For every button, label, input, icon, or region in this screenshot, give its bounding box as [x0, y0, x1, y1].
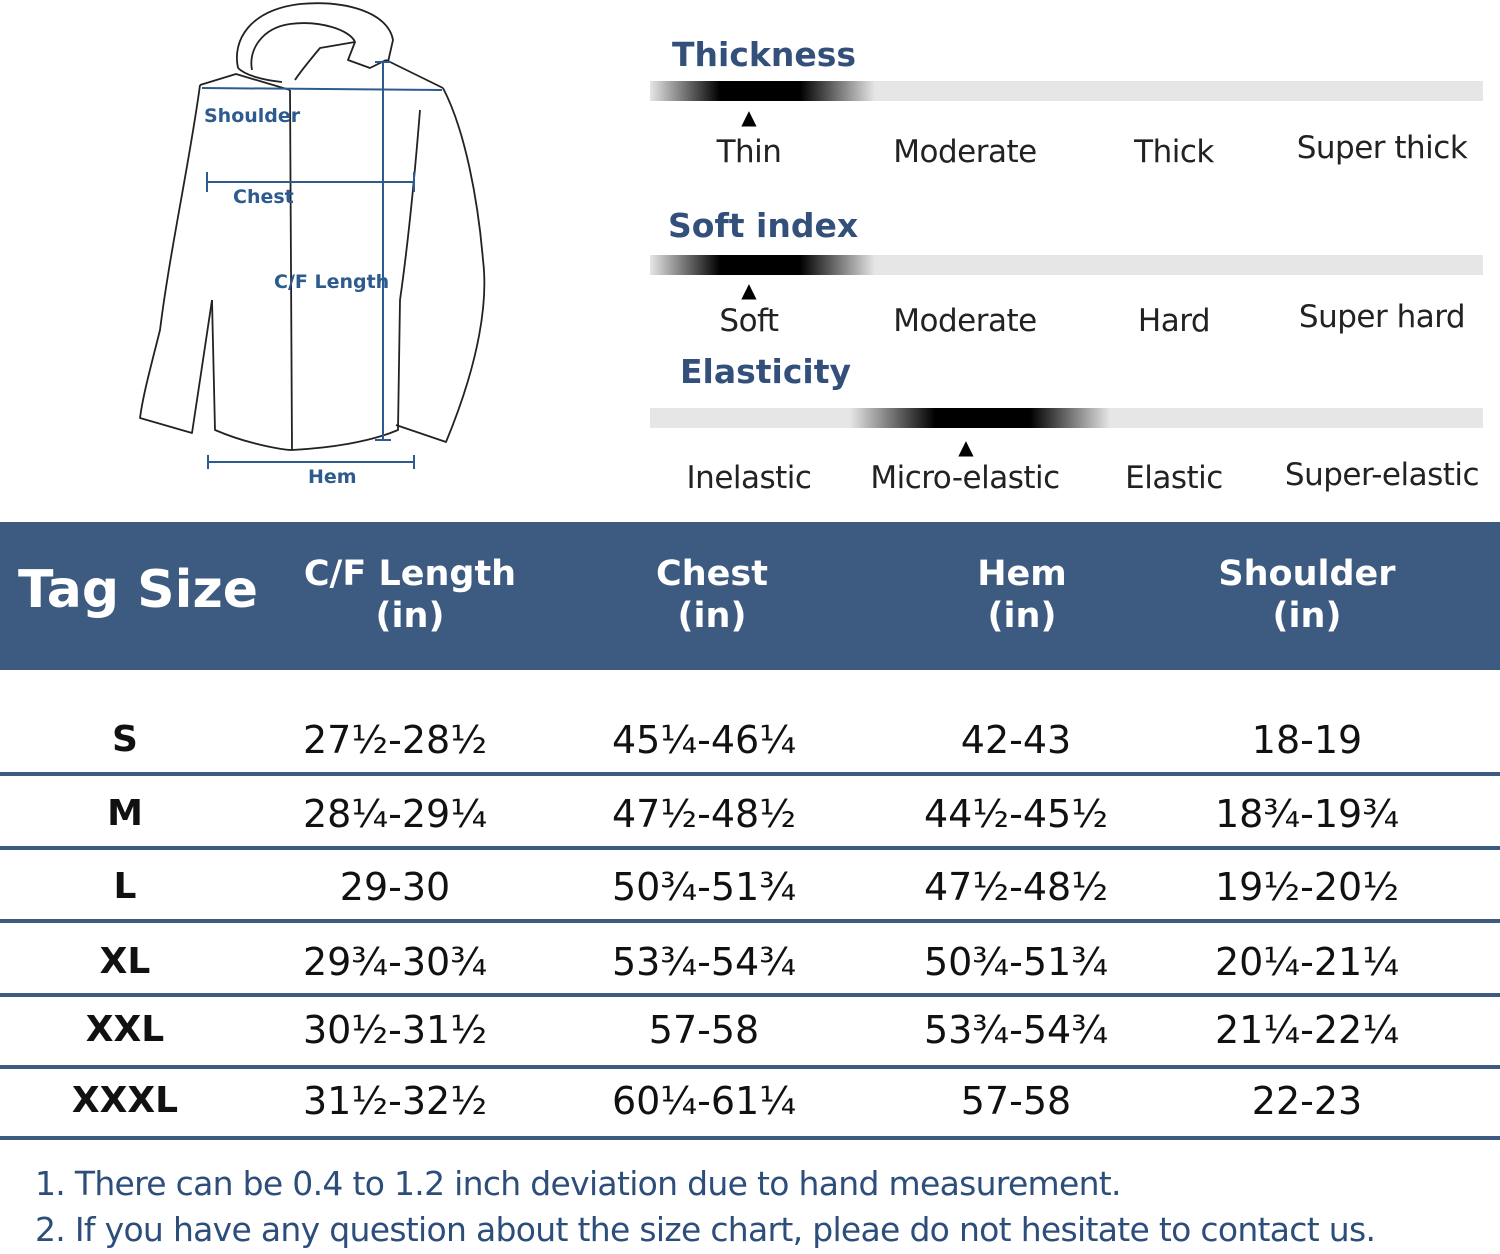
column-header-hem: Hem (in) [862, 553, 1182, 637]
soft-index-option: Soft [719, 303, 779, 339]
cf-length-cell: 27½-28½ [302, 718, 488, 762]
column-header-name: C/F Length [303, 554, 517, 594]
column-header-unit: (in) [677, 596, 747, 636]
column-header-unit: (in) [987, 596, 1057, 636]
cf-length-measure-label: C/F Length [274, 271, 390, 293]
note-contact: 2. If you have any question about the si… [35, 1210, 1376, 1249]
shoulder-cell: 21¼-22¼ [1214, 1008, 1400, 1052]
cf-length-cell: 28¼-29¼ [302, 792, 488, 836]
soft-index-marker-icon: ▲ [741, 278, 757, 302]
row-divider [0, 772, 1500, 776]
chest-cell: 47½-48½ [611, 792, 797, 836]
shoulder-cell: 18-19 [1251, 718, 1363, 762]
table-row: L 29-30 50¾-51¾ 47½-48½ 19½-20½ [0, 857, 1500, 917]
size-cell: M [107, 793, 143, 834]
hem-cell: 42-43 [960, 718, 1072, 762]
cf-length-cell: 31½-32½ [302, 1079, 488, 1123]
column-header-unit: (in) [375, 596, 445, 636]
column-header-name: Hem [977, 554, 1067, 594]
shoulder-cell: 18¾-19¾ [1214, 792, 1400, 836]
table-row: XXXL 31½-32½ 60¼-61¼ 57-58 22-23 [0, 1071, 1500, 1131]
soft-index-title: Soft index [668, 206, 859, 245]
shoulder-cell: 20¼-21¼ [1214, 940, 1400, 984]
thickness-marker-icon: ▲ [741, 105, 757, 129]
size-cell: XL [99, 941, 151, 982]
soft-index-option: Moderate [893, 303, 1037, 339]
hem-measure-label: Hem [308, 466, 357, 488]
thickness-option: Super thick [1296, 130, 1468, 166]
column-header-chest: Chest (in) [552, 553, 872, 637]
size-cell: S [112, 719, 138, 760]
elasticity-option: Elastic [1125, 460, 1223, 496]
cf-length-cell: 30½-31½ [302, 1008, 488, 1052]
soft-index-option: Super hard [1298, 299, 1466, 335]
size-table-header [0, 522, 1500, 670]
chest-cell: 53¾-54¾ [611, 940, 797, 984]
elasticity-marker-icon: ▲ [958, 435, 974, 459]
table-row: XL 29¾-30¾ 53¾-54¾ 50¾-51¾ 20¼-21¼ [0, 932, 1500, 992]
thickness-option: Moderate [893, 134, 1037, 170]
chest-cell: 60¼-61¼ [611, 1079, 797, 1123]
note-deviation: 1. There can be 0.4 to 1.2 inch deviatio… [35, 1164, 1122, 1203]
cf-length-cell: 29-30 [339, 865, 451, 909]
size-cell: XXL [85, 1009, 165, 1050]
size-cell: L [113, 866, 137, 907]
thickness-option: Thick [1134, 134, 1214, 170]
column-header-unit: (in) [1272, 596, 1342, 636]
column-header-cf-length: C/F Length (in) [250, 553, 570, 637]
shoulder-cell: 19½-20½ [1214, 865, 1400, 909]
hem-cell: 47½-48½ [923, 865, 1109, 909]
soft-index-option: Hard [1137, 303, 1211, 339]
elasticity-scale-bar [650, 408, 1483, 428]
table-row: XXL 30½-31½ 57-58 53¾-54¾ 21¼-22¼ [0, 1000, 1500, 1060]
row-divider [0, 1065, 1500, 1069]
jacket-diagram [130, 0, 500, 500]
hem-cell: 44½-45½ [923, 792, 1109, 836]
chest-cell: 45¼-46¼ [611, 718, 797, 762]
thickness-option: Thin [716, 134, 782, 170]
chest-cell: 50¾-51¾ [611, 865, 797, 909]
shoulder-measure-label: Shoulder [204, 105, 301, 127]
row-divider [0, 1136, 1500, 1140]
elasticity-title: Elasticity [680, 352, 852, 391]
column-header-name: Shoulder [1218, 554, 1396, 594]
thickness-scale-bar [650, 81, 1483, 101]
column-header-name: Chest [656, 554, 768, 594]
thickness-title: Thickness [672, 35, 856, 74]
row-divider [0, 846, 1500, 850]
row-divider [0, 993, 1500, 997]
table-row: S 27½-28½ 45¼-46¼ 42-43 18-19 [0, 710, 1500, 770]
chest-measure-label: Chest [233, 186, 294, 208]
size-cell: XXXL [71, 1080, 179, 1121]
elasticity-option: Super-elastic [1284, 457, 1480, 493]
soft-index-scale-bar [650, 255, 1483, 275]
table-row: M 28¼-29¼ 47½-48½ 44½-45½ 18¾-19¾ [0, 784, 1500, 844]
cf-length-cell: 29¾-30¾ [302, 940, 488, 984]
hem-cell: 53¾-54¾ [923, 1008, 1109, 1052]
row-divider [0, 919, 1500, 923]
column-header-shoulder: Shoulder (in) [1147, 553, 1467, 637]
chest-cell: 57-58 [648, 1008, 760, 1052]
tag-size-header: Tag Size [18, 560, 258, 620]
shoulder-cell: 22-23 [1251, 1079, 1363, 1123]
jacket-outline-icon [139, 2, 486, 469]
hem-cell: 50¾-51¾ [923, 940, 1109, 984]
hem-cell: 57-58 [960, 1079, 1072, 1123]
elasticity-option: Micro-elastic [870, 460, 1060, 496]
elasticity-option: Inelastic [686, 460, 812, 496]
